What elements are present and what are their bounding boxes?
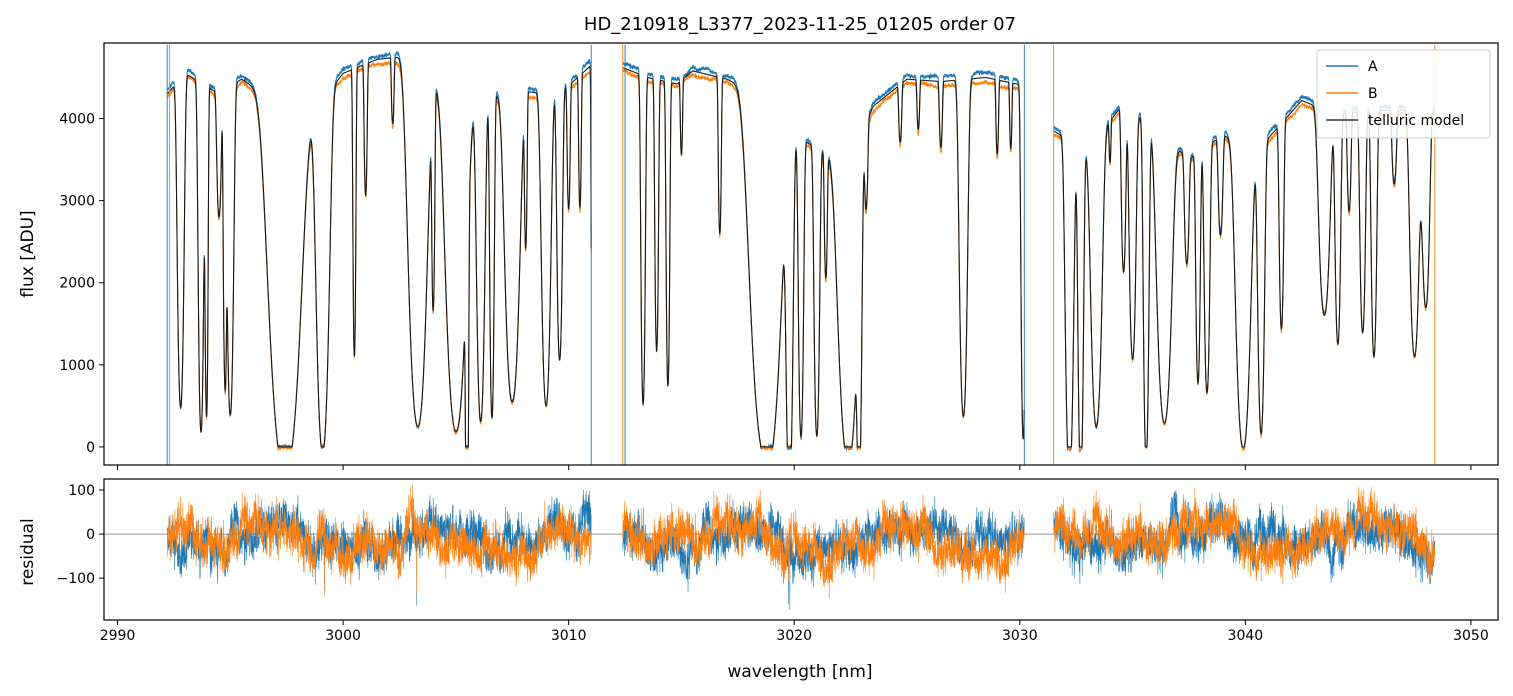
flux-y-tick-label: 2000 [59,276,95,292]
telluric-model-line [166,56,592,448]
residual-series-group [166,484,1436,610]
x-tick-label: 3000 [325,628,361,644]
flux-y-tick-label: 4000 [59,112,95,128]
residual-b-line [166,484,592,595]
legend-label-b: B [1368,86,1378,102]
flux-plot-area [104,43,1498,465]
flux-plot-frame [103,42,1499,466]
x-axis-label: wavelength [nm] [727,662,872,682]
residual-plot-frame [103,478,1499,621]
residual-y-tick-label: −100 [57,571,95,587]
telluric-model-line [1053,99,1435,448]
legend: A B telluric model [1316,49,1491,139]
x-tick-label: 3010 [551,628,587,644]
flux-series-group [166,44,1436,465]
flux-y-axis: 0 1000 2000 3000 4000 [59,112,104,456]
x-tick-label: 3050 [1453,628,1489,644]
x-tick-label: 2990 [100,628,136,644]
legend-label-a: A [1368,59,1378,75]
residual-x-axis: 2990 3000 3010 3020 3030 3040 3050 [100,620,1489,644]
residual-b-line [622,489,1025,598]
flux-x-axis [117,465,1472,470]
x-tick-label: 3040 [1228,628,1264,644]
x-tick-label: 3020 [776,628,812,644]
residual-y-axis-label: residual [18,518,38,585]
legend-label-telluric: telluric model [1368,113,1464,129]
flux-y-tick-label: 0 [86,440,95,456]
x-tick-label: 3030 [1002,628,1038,644]
residual-b-line [1053,487,1436,585]
flux-y-axis-label: flux [ADU] [18,210,38,297]
residual-y-axis: −100 0 100 [57,483,104,587]
legend-box [1316,49,1491,139]
flux-y-tick-label: 3000 [59,194,95,210]
residual-y-tick-label: 0 [86,527,95,543]
flux-y-tick-label: 1000 [59,358,95,374]
residual-y-tick-label: 100 [68,483,95,499]
telluric-model-line [622,67,1025,448]
chart-title: HD_210918_L3377_2023-11-25_01205 order 0… [584,14,1016,35]
